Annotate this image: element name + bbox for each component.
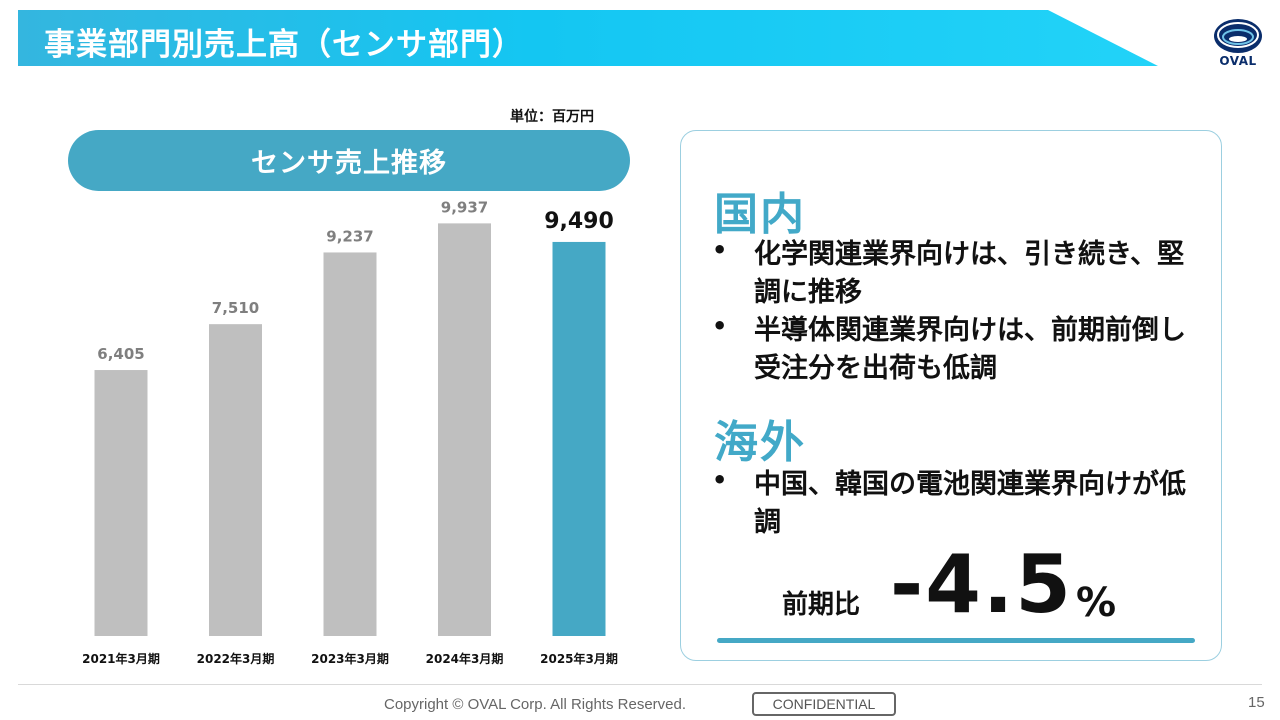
sales-bar-chart: 6,405 2021年3月期 7,510 2022年3月期 9,237 2023年3月期 9… [82,200,618,666]
footer-divider [18,684,1262,685]
bar [323,252,377,636]
data-label: 9,490 [544,209,614,234]
yoy-label: 前期比 [782,590,861,620]
x-tick-label: 2021年3月期 [82,651,160,666]
x-tick-label: 2025年3月期 [540,651,618,666]
bar [552,241,606,636]
yoy-value: -4.5 [890,538,1073,631]
bar [209,324,262,636]
chart-title-pill: センサ売上推移 [68,130,630,191]
commentary-panel [680,130,1222,661]
data-label: 6,405 [97,345,144,363]
bar [438,223,491,636]
chart-title: センサ売上推移 [251,148,447,179]
logo-text: OVAL [1219,54,1257,68]
bullet-text: 化学関連業界向けは、引き続き、堅調に推移 [754,239,1185,308]
page-title: 事業部門別売上高（センサ部門） [44,27,524,63]
bullet-icon: • [712,312,728,340]
data-label: 9,937 [441,200,488,216]
x-tick-label: 2024年3月期 [426,651,504,666]
bar [94,370,148,636]
page-number: 15 [1248,694,1265,711]
company-logo: OVAL [1212,16,1264,72]
copyright-text: Copyright © OVAL Corp. All Rights Reserv… [384,696,687,713]
yoy-unit: % [1076,580,1117,626]
bullet-icon: • [712,236,728,264]
bullet-icon: • [712,466,728,494]
bullet-text: 中国、韓国の電池関連業界向けが低調 [754,469,1186,538]
oval-logo-icon [1214,19,1262,53]
panel-underline [717,638,1195,643]
data-label: 7,510 [212,299,259,317]
unit-label: 単位：百万円 [510,109,594,125]
x-tick-label: 2023年3月期 [311,651,389,666]
domestic-heading: 国内 [714,189,806,240]
x-tick-label: 2022年3月期 [197,651,275,666]
bullet-text: 半導体関連業界向けは、前期前倒し受注分を出荷も低調 [754,315,1186,384]
confidential-badge: CONFIDENTIAL [752,692,896,716]
data-label: 9,237 [326,227,373,245]
overseas-heading: 海外 [714,417,806,468]
header-banner [18,10,1158,66]
